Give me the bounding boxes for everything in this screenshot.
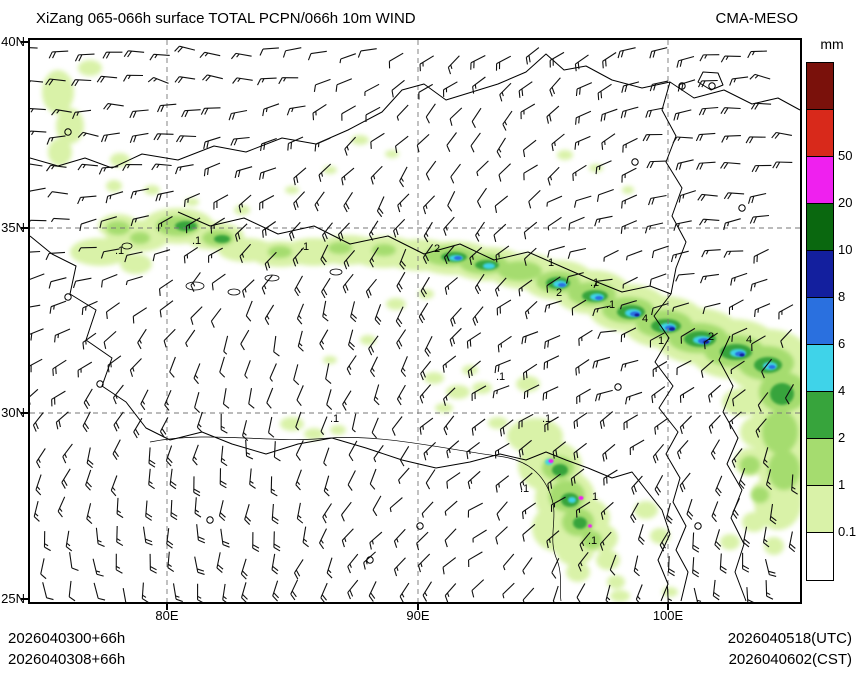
chart-title: XiZang 065-066h surface TOTAL PCPN/066h …	[36, 10, 416, 27]
footer-init-time-utc: 2026040300+66h	[8, 630, 126, 647]
precip-value-labels: .1.1.1 212.141 2 4.1.1.11.1.1.1	[115, 235, 752, 547]
colorbar-band	[807, 392, 833, 439]
lon-tick	[417, 604, 419, 610]
wind-barbs	[30, 45, 798, 602]
lat-tick	[21, 598, 28, 600]
lat-tick	[21, 412, 28, 414]
svg-text:.1: .1	[192, 235, 201, 247]
lon-label: 90E	[406, 608, 430, 623]
colorbar-level-label: 4	[838, 383, 846, 398]
colorbar-band	[807, 157, 833, 204]
lat-tick	[21, 41, 28, 43]
model-name: CMA-MESO	[715, 10, 799, 27]
precip-colorbar	[806, 62, 834, 581]
boundary-lines	[30, 53, 800, 602]
svg-text:1: 1	[592, 491, 598, 503]
footer-valid-time-utc: 2026040518(UTC)	[727, 630, 852, 647]
colorbar-band	[807, 345, 833, 392]
lat-label: 35N	[1, 220, 25, 235]
colorbar-band	[807, 251, 833, 298]
svg-text:.1: .1	[330, 413, 339, 425]
colorbar-band	[807, 439, 833, 486]
lat-label: 25N	[1, 591, 25, 606]
svg-text:.1: .1	[542, 413, 551, 425]
lon-tick	[166, 604, 168, 610]
svg-text:4: 4	[746, 334, 752, 346]
lon-tick	[667, 604, 669, 610]
svg-text:2: 2	[708, 331, 714, 343]
svg-text:.1: .1	[590, 277, 599, 289]
svg-text:.1: .1	[588, 535, 597, 547]
map-frame: .1.1.1 2 1 2.1 4 1 2 4.1.1.1 1.1.1.1	[28, 38, 802, 604]
colorbar-level-label: 8	[838, 289, 846, 304]
svg-text:.1: .1	[520, 483, 529, 495]
svg-text:4: 4	[642, 313, 648, 325]
colorbar-band	[807, 486, 833, 533]
calm-circles	[64, 82, 746, 564]
svg-text:.1: .1	[300, 241, 309, 253]
colorbar-level-label: 2	[838, 430, 846, 445]
lon-label: 80E	[155, 608, 179, 623]
colorbar-band	[807, 533, 833, 580]
colorbar-level-label: 6	[838, 336, 846, 351]
map-canvas: .1.1.1 212.141 2 4.1.1.11.1.1.1	[30, 40, 800, 602]
colorbar-unit: mm	[820, 36, 844, 52]
svg-text:2: 2	[556, 287, 562, 299]
lat-label: 40N	[1, 34, 25, 49]
footer-init-time-cst: 2026040308+66h	[8, 651, 126, 668]
colorbar-level-label: 50	[838, 148, 853, 163]
svg-text:1: 1	[658, 335, 664, 347]
colorbar-level-label: 1	[838, 477, 846, 492]
colorbar-level-label: 0.1	[838, 524, 857, 539]
lat-tick	[21, 227, 28, 229]
footer-valid-time-cst: 2026040602(CST)	[728, 651, 852, 668]
precip-shading	[42, 60, 800, 602]
colorbar-band	[807, 298, 833, 345]
svg-text:1: 1	[548, 257, 554, 269]
lat-label: 30N	[1, 405, 25, 420]
colorbar-band	[807, 110, 833, 157]
colorbar-level-label: 10	[838, 242, 853, 257]
colorbar-level-label: 20	[838, 195, 853, 210]
svg-text:.1: .1	[496, 371, 505, 383]
colorbar-band	[807, 204, 833, 251]
lon-label: 100E	[652, 608, 684, 623]
svg-text:2: 2	[434, 243, 440, 255]
colorbar-band	[807, 63, 833, 110]
svg-text:.1: .1	[115, 245, 124, 257]
svg-text:.1: .1	[606, 299, 615, 311]
